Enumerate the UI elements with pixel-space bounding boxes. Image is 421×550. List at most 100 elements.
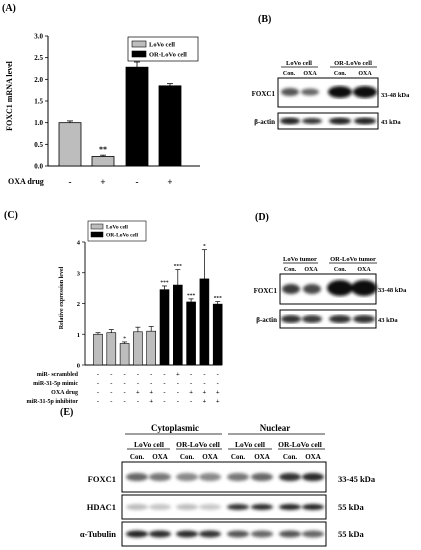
blot-e-row-1-label: FOXC1	[88, 474, 116, 484]
blot-b-group-2: OR-LoVo cell	[334, 60, 372, 67]
blot-e-lane-label: Con.	[283, 453, 297, 461]
blot-d-row-1-kda: 33-48 kDa	[378, 287, 407, 294]
chart-c-row-sign: -	[137, 398, 139, 405]
blot-e-band-hdac1	[251, 504, 273, 510]
blot-b-group-1: LoVo cell	[286, 60, 312, 67]
chart-c-bar	[146, 330, 156, 366]
panel-label-b: (B)	[258, 14, 272, 25]
blot-e-band-tubulin	[176, 530, 198, 538]
chart-a-xsign: +	[100, 177, 105, 187]
chart-c-row-sign: -	[110, 380, 112, 387]
chart-c-bar	[159, 289, 170, 366]
blot-e-row-2-label: HDAC1	[87, 502, 116, 512]
blot-b-row-2-label: β-actin	[254, 118, 275, 126]
chart-c-row-sign: -	[150, 371, 152, 378]
chart-a-bar	[58, 122, 82, 167]
blot-e-row-3-kda: 55 kDa	[338, 529, 364, 539]
blot-e-band-foxc1	[279, 473, 301, 481]
chart-a-ytick-label: 2.5	[34, 54, 43, 62]
chart-a-ylabel: FOXC1 mRNA level	[5, 60, 14, 131]
chart-c-bar	[186, 301, 196, 366]
panel-label-c: (C)	[4, 210, 18, 221]
chart-a-xsign: -	[69, 177, 72, 187]
blot-b-lane-1: Con.	[283, 71, 296, 77]
blot-e-band-foxc1	[302, 473, 324, 481]
chart-c-row-sign: -	[163, 389, 165, 396]
blot-e-group-label: LoVo cell	[235, 440, 265, 449]
chart-a: FOXC1 mRNA level 0.0 0.5 1.0 1.5 2.0 2.5 3.0 *…	[5, 33, 200, 187]
chart-c-ytick-label: 1	[77, 332, 80, 339]
chart-c-row-sign: -	[177, 398, 179, 405]
chart-a-xsign: +	[167, 177, 172, 187]
chart-a-bar	[125, 66, 149, 167]
chart-c-row-sign: -	[190, 371, 192, 378]
chart-a-ytick-label: 0.5	[34, 141, 43, 149]
chart-c-row-sign: -	[137, 380, 139, 387]
chart-c-significance: ***	[160, 280, 169, 286]
chart-c-significance: ***	[174, 264, 183, 270]
blot-e-row-2-kda: 55 kDa	[338, 502, 364, 512]
panel-label-e: (E)	[60, 407, 74, 418]
chart-a-xrow-label: OXA drug	[8, 177, 44, 186]
blot-e-band-hdac1	[199, 504, 221, 510]
blot-e-band-hdac1	[279, 504, 301, 510]
blot-e-lane-label: Con.	[130, 453, 144, 461]
chart-c-row-sign: +	[149, 398, 153, 405]
chart-c-row-sign: -	[217, 371, 219, 378]
chart-c-significance: *	[123, 336, 126, 342]
chart-c-bar	[173, 284, 183, 366]
chart-c-row-sign: +	[216, 389, 220, 396]
blot-b-lane-3: Con.	[334, 71, 347, 77]
blot-e-band-hdac1	[176, 504, 198, 510]
chart-c-ytick-label: 2	[77, 301, 80, 308]
chart-c-row-label: miR- scrambled	[37, 372, 79, 378]
blot-b-row-1-kda: 33-48 kDa	[381, 92, 410, 99]
chart-a-ytick-label: 1.5	[34, 98, 43, 106]
blot-e-group-label: OR-LoVo cell	[176, 440, 220, 449]
chart-c-bar	[212, 303, 223, 366]
blot-e-band-foxc1	[126, 473, 148, 481]
chart-c-significance: ***	[214, 296, 223, 302]
blot-d-lane-1: Con.	[284, 267, 297, 273]
chart-c-row-sign: -	[163, 380, 165, 387]
chart-c-bar	[119, 343, 130, 366]
chart-c-row-sign: +	[189, 389, 193, 396]
chart-c-row-sign: +	[176, 371, 180, 378]
blot-e-band-foxc1	[227, 473, 249, 481]
blot-e-band-hdac1	[302, 504, 324, 510]
chart-c-row-sign: -	[203, 380, 205, 387]
blot-e-band-hdac1	[149, 504, 171, 510]
chart-a-ytick-label: 2.0	[34, 76, 43, 84]
chart-c-row-sign: -	[97, 380, 99, 387]
chart-c-ylabel: Relative expression level	[59, 266, 65, 329]
blot-d-row-1-label: FOXC1	[254, 287, 278, 295]
chart-c-bar	[199, 278, 210, 366]
blot-b-row-2-kda: 43 kDa	[381, 119, 401, 126]
chart-c-row-sign: -	[110, 389, 112, 396]
chart-c-row-sign: +	[203, 389, 207, 396]
blot-e-lane-label: Con.	[231, 453, 245, 461]
blot-b-row-1-label: FOXC1	[252, 90, 276, 98]
panel-label-d: (D)	[255, 212, 269, 223]
chart-c-row-label: miR-31-5p inhibitor	[26, 399, 78, 405]
chart-a-ytick-label: 0.0	[34, 163, 43, 171]
chart-c-row-sign: -	[190, 380, 192, 387]
blot-e-fraction-2: Nuclear	[260, 423, 291, 433]
chart-c-row-sign: -	[190, 398, 192, 405]
chart-c-row-label: OXA drug	[51, 390, 78, 396]
chart-c-bar	[133, 331, 143, 366]
blot-d-row-2-kda: 43 kDa	[378, 317, 398, 324]
chart-c-legend-swatch	[90, 231, 104, 238]
blot-e-row-1-kda: 33-45 kDa	[338, 474, 376, 484]
chart-c-row-sign: -	[203, 371, 205, 378]
blot-e-group-label: LoVo cell	[134, 440, 164, 449]
chart-c-ytick-label: 3	[77, 270, 81, 277]
chart-a-legend-swatch	[131, 50, 147, 58]
blot-e-band-tubulin	[126, 530, 148, 538]
blot-e-group-label: OR-LoVo cell	[278, 440, 322, 449]
chart-c-significance: *	[203, 244, 206, 250]
blot-d-row-2-label: β-actin	[256, 316, 277, 324]
blot-d-group-2: OR-LoVo tumor	[330, 256, 376, 263]
chart-c-row-sign: -	[163, 398, 165, 405]
blot-d-lane-3: Con.	[334, 267, 347, 273]
